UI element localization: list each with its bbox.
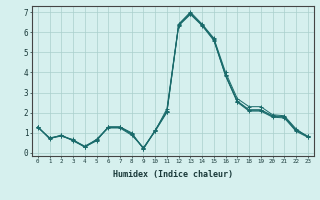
X-axis label: Humidex (Indice chaleur): Humidex (Indice chaleur) [113, 170, 233, 179]
